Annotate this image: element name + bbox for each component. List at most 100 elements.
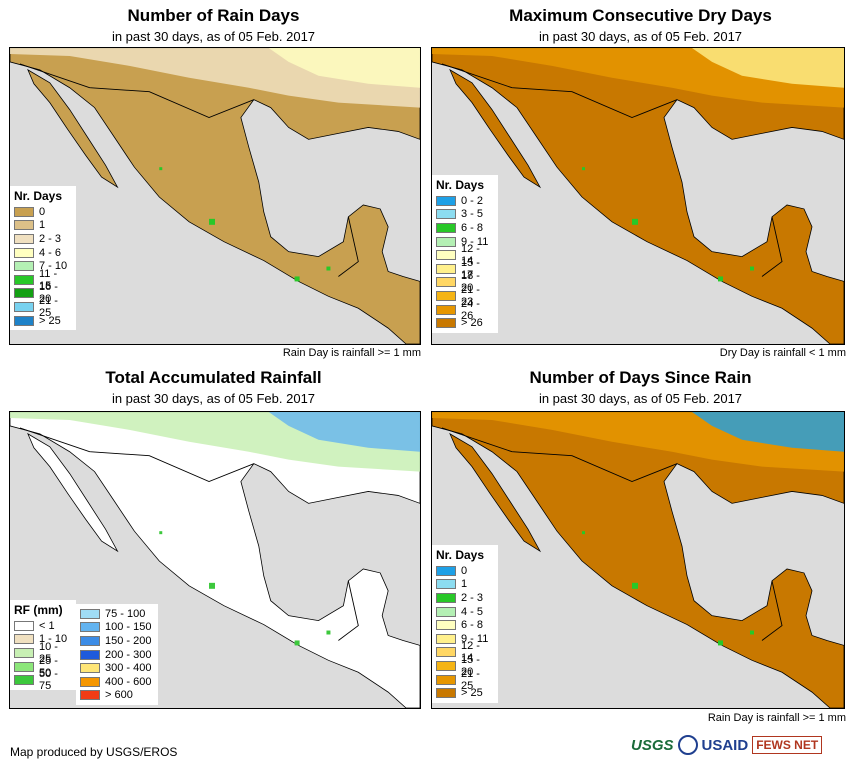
- legend-swatch: [14, 675, 34, 686]
- legend-swatch: [436, 620, 456, 631]
- legend-entry: 24 - 26: [436, 298, 494, 322]
- legend-label: 15 - 20: [461, 653, 480, 678]
- rain-cell: [294, 640, 300, 646]
- legend-label: 1: [39, 219, 46, 232]
- legend-swatch: [436, 647, 456, 658]
- legend-entry: 2 - 3: [436, 591, 494, 605]
- legend-title: RF (mm): [14, 603, 63, 617]
- legend-entry: 9 - 11: [436, 235, 494, 249]
- rain-cell: [582, 531, 585, 535]
- legend-entry: 10 - 25: [14, 641, 72, 665]
- legend-entry: 12 - 14: [436, 243, 494, 267]
- legend-entry: 50 - 75: [14, 668, 72, 692]
- map-frame[interactable]: [431, 411, 845, 709]
- legend-label: 6 - 8: [461, 221, 484, 234]
- legend-label: > 25: [39, 314, 61, 327]
- legend-label: < 1: [39, 619, 55, 632]
- map-credit: Map produced by USGS/EROS: [10, 745, 178, 759]
- legend-label: 12 - 14: [461, 640, 480, 665]
- legend-title: Nr. Days: [14, 189, 63, 203]
- legend-swatch: [436, 290, 456, 301]
- panel-rain-days: Number of Rain Days in past 30 days, as …: [0, 0, 427, 370]
- legend-entry: 100 - 150: [80, 621, 154, 635]
- panel-subtitle: in past 30 days, as of 05 Feb. 2017: [111, 391, 316, 406]
- legend-title: Nr. Days: [436, 548, 485, 562]
- baja-peninsula: [27, 432, 119, 553]
- legend-label: 10 - 25: [39, 640, 58, 665]
- legend-entry: 1 - 10: [14, 633, 72, 647]
- legend-entry: 15 - 20: [436, 654, 494, 678]
- legend-swatch: [436, 660, 456, 671]
- legend-label: 25 - 50: [39, 654, 58, 679]
- baja-peninsula: [449, 68, 542, 189]
- legend-entry: 25 - 50: [14, 655, 72, 679]
- rain-cell: [326, 266, 331, 271]
- usaid-seal-icon: [677, 735, 698, 755]
- legend-label: 15 - 17: [461, 256, 480, 281]
- map-frame[interactable]: [9, 411, 421, 709]
- legend-entry: 11 - 15: [14, 268, 72, 292]
- legend-swatch: [80, 663, 100, 674]
- legend-entry: 400 - 600: [80, 675, 154, 689]
- legend-entry: 4 - 6: [14, 246, 72, 260]
- legend-entry: < 1: [14, 619, 72, 633]
- map-frame[interactable]: [9, 47, 421, 345]
- legend-label: > 26: [461, 317, 483, 330]
- legend-swatch: [436, 250, 456, 261]
- legend-swatch: [436, 304, 456, 315]
- legend-swatch: [436, 209, 456, 220]
- legend-label: 1: [461, 578, 468, 591]
- rain-cell: [294, 276, 300, 282]
- legend-swatch: [436, 579, 456, 590]
- map-canvas: [432, 48, 844, 344]
- usgs-logo: USGS: [631, 736, 674, 754]
- panel-title: Number of Days Since Rain: [529, 368, 752, 387]
- map-note: Rain Day is rainfall >= 1 mm: [707, 712, 846, 724]
- legend-swatch: [14, 301, 34, 312]
- panel-dry-days: Maximum Consecutive Dry Days in past 30 …: [427, 0, 854, 370]
- rain-cell: [718, 640, 723, 646]
- rain-cell: [159, 531, 163, 535]
- northeast-region: [268, 48, 420, 88]
- legend-swatch: [80, 608, 100, 619]
- legend-swatch: [436, 592, 456, 603]
- northeast-region: [268, 412, 420, 452]
- legend-entry: 15 - 17: [436, 257, 494, 281]
- panel-title: Maximum Consecutive Dry Days: [509, 6, 772, 25]
- legend-label: 200 - 300: [105, 648, 152, 661]
- legend-label: 18 - 20: [461, 270, 480, 295]
- rain-cell: [209, 582, 215, 589]
- legend-swatch: [436, 565, 456, 576]
- map-frame[interactable]: [431, 47, 845, 345]
- legend-entry: 6 - 8: [436, 221, 494, 235]
- legend-label: 100 - 150: [105, 621, 152, 634]
- landmass: [10, 48, 420, 344]
- legend-swatch: [14, 261, 34, 272]
- map-legend-secondary: 75 - 100 100 - 150 150 - 200 200 - 300 300 -…: [76, 604, 158, 706]
- northeast-region: [692, 48, 844, 88]
- legend-swatch: [436, 633, 456, 644]
- legend-swatch: [14, 247, 34, 258]
- legend-label: 75 - 100: [105, 607, 146, 620]
- legend-entry: 0 - 2: [436, 194, 494, 208]
- legend-entry: 300 - 400: [80, 661, 154, 675]
- legend-entry: 150 - 200: [80, 634, 154, 648]
- legend-label: 21 - 25: [461, 667, 480, 692]
- country-border: [19, 427, 359, 641]
- rain-cell: [582, 167, 585, 171]
- country-border: [441, 427, 783, 641]
- baja-peninsula: [27, 68, 119, 189]
- legend-label: > 600: [105, 689, 133, 702]
- legend-swatch: [14, 315, 34, 326]
- legend-swatch: [80, 622, 100, 633]
- legend-label: 50 - 75: [39, 668, 58, 693]
- rain-cell: [750, 630, 754, 635]
- legend-entry: 0: [436, 564, 494, 578]
- legend-swatch: [80, 676, 100, 687]
- panel-days-since-rain: Number of Days Since Rain in past 30 day…: [427, 368, 854, 730]
- legend-label: 2 - 3: [461, 591, 484, 604]
- legend-swatch: [14, 206, 34, 217]
- map-canvas: [10, 48, 420, 344]
- legend-swatch: [80, 649, 100, 660]
- legend-label: 2 - 3: [39, 232, 62, 245]
